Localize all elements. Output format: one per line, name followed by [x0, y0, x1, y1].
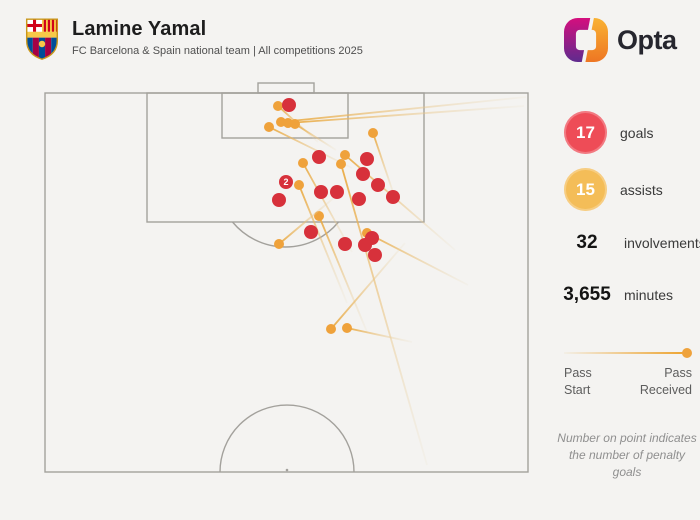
- header-titles: Lamine Yamal FC Barcelona & Spain nation…: [72, 16, 363, 57]
- pass-legend: Pass Start Pass Received: [564, 348, 692, 399]
- assist-pass-lines: [264, 96, 527, 466]
- opta-logo-icon: [564, 18, 608, 62]
- pass-received-dot: [368, 128, 378, 138]
- centre-spot: [285, 468, 289, 472]
- assist-pass-line: [287, 105, 525, 124]
- opta-brand: Opta: [564, 18, 677, 62]
- assist-pass-line: [346, 327, 413, 343]
- sidebar: Opta 17 goals 15 assists 32 involvements…: [556, 0, 700, 520]
- minutes-value: 3,655: [563, 284, 611, 305]
- pass-received-label: Pass Received: [639, 366, 692, 397]
- pass-legend-line: [564, 348, 692, 358]
- pass-received-dot: [264, 122, 274, 132]
- assist-pass-line: [318, 215, 368, 333]
- goals-label: goals: [620, 124, 654, 141]
- goal-dot: [330, 185, 344, 199]
- assists-label: assists: [620, 181, 663, 198]
- stat-assists: 15 assists: [564, 168, 663, 211]
- goal-dot: [358, 238, 372, 252]
- pass-received-dot: [294, 180, 304, 190]
- pitch-outline: [44, 82, 529, 473]
- stat-minutes: 3,655 minutes: [558, 284, 673, 306]
- assist-pass-line: [278, 195, 337, 245]
- header: Lamine Yamal FC Barcelona & Spain nation…: [24, 16, 363, 62]
- goal-dot: [356, 167, 370, 181]
- assist-pass-line: [330, 242, 406, 330]
- opta-wordmark: Opta: [617, 24, 677, 55]
- pass-received-dot: [342, 323, 352, 333]
- pass-received-dot-icon: [682, 348, 692, 358]
- goal-dot: [371, 178, 385, 192]
- fc-barcelona-crest-logo: [25, 18, 59, 61]
- goal-dot: [304, 225, 318, 239]
- goal-dot: [368, 248, 382, 262]
- goal-dot: [272, 193, 286, 207]
- pass-received-dot: [274, 239, 284, 249]
- goal-dot: [282, 98, 296, 112]
- pass-received-dot: [336, 159, 346, 169]
- penalty-goal-count: 2: [283, 177, 288, 187]
- assist-pass-line: [372, 132, 397, 202]
- centre-circle: [219, 404, 355, 473]
- goal-dot: [338, 237, 352, 251]
- goal-frame: [257, 82, 315, 94]
- assist-pass-line: [280, 96, 527, 123]
- page-title: Lamine Yamal: [72, 18, 207, 40]
- goal-dot: [386, 190, 400, 204]
- goal-dot: [312, 150, 326, 164]
- pass-received-dot: [340, 150, 350, 160]
- goal-dot: [314, 185, 328, 199]
- pass-received-dot: [290, 119, 300, 129]
- pass-gradient-line: [564, 352, 684, 354]
- involvements-value: 32: [576, 232, 598, 253]
- minutes-label: minutes: [624, 287, 674, 303]
- goal-dots: 2: [272, 98, 400, 262]
- pass-received-dot: [298, 158, 308, 168]
- penalty-arc: [231, 221, 340, 248]
- goals-count-badge: 17: [564, 111, 607, 154]
- penalty-goal-dot: [279, 175, 293, 189]
- stat-involvements: 32 involvements: [558, 232, 700, 254]
- assist-pass-line: [294, 123, 337, 151]
- assist-pass-line: [298, 184, 348, 304]
- stat-goals: 17 goals: [564, 111, 653, 154]
- penalty-note: Number on point indicates the number of …: [557, 431, 697, 479]
- involvements-label: involvements: [624, 235, 700, 251]
- assist-pass-line: [366, 232, 469, 286]
- page-subtitle: FC Barcelona & Spain national team | All…: [72, 45, 363, 57]
- assists-count-badge: 15: [564, 168, 607, 211]
- goal-dot: [352, 192, 366, 206]
- goal-dot: [360, 152, 374, 166]
- pass-received-dot: [273, 101, 283, 111]
- pass-start-label: Pass Start: [564, 366, 592, 397]
- assist-pass-line: [340, 163, 428, 466]
- pass-received-dot: [326, 324, 336, 334]
